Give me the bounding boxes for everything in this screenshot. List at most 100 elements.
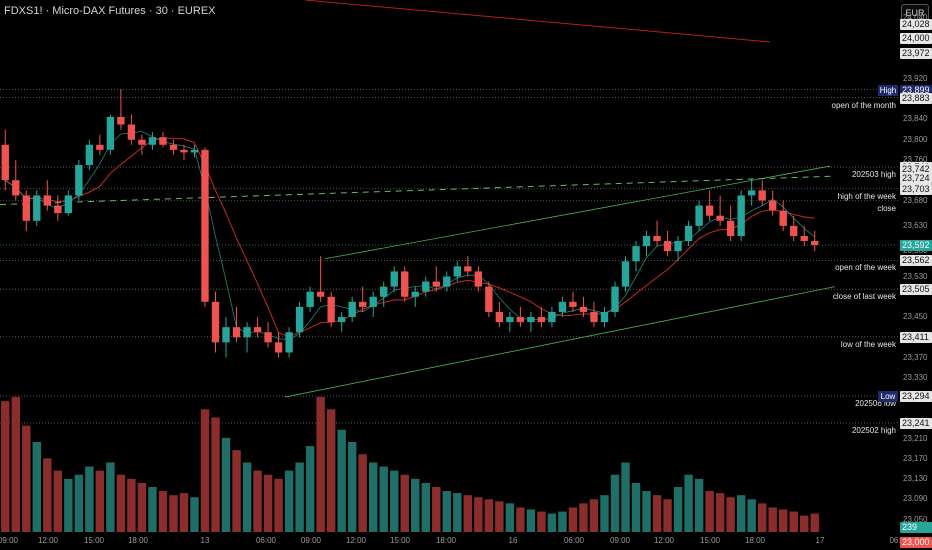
candle-body bbox=[148, 137, 157, 145]
time-tick: 12:00 bbox=[345, 536, 367, 545]
candle-body bbox=[306, 291, 314, 307]
level-label: close bbox=[877, 203, 896, 213]
candle bbox=[264, 322, 272, 348]
candle-body bbox=[169, 144, 178, 150]
volume-bar bbox=[610, 474, 620, 532]
time-tick: 09:00 bbox=[300, 536, 322, 545]
candle-body bbox=[769, 200, 777, 211]
volume-bar bbox=[411, 478, 420, 532]
candle bbox=[64, 190, 73, 216]
candle-body bbox=[537, 317, 546, 323]
volume-bar bbox=[190, 497, 199, 532]
channel-lower bbox=[284, 286, 836, 398]
price-tag: 23,241 bbox=[900, 417, 932, 429]
price-tag: 23,899 bbox=[900, 84, 932, 96]
candle-body bbox=[348, 301, 356, 318]
candle-body bbox=[474, 271, 483, 287]
time-tick: 18:00 bbox=[127, 536, 149, 545]
candle-body bbox=[747, 190, 756, 196]
moving-averages bbox=[5, 131, 815, 341]
candle bbox=[464, 256, 472, 277]
candle-body bbox=[716, 215, 724, 221]
candle bbox=[632, 241, 640, 272]
volume-bar bbox=[705, 491, 714, 532]
candle bbox=[474, 266, 483, 292]
volume-bar bbox=[390, 470, 399, 532]
volume-bar bbox=[211, 417, 220, 532]
candle bbox=[621, 256, 630, 292]
volume-bar bbox=[642, 491, 651, 532]
candle bbox=[306, 286, 314, 312]
volume-bar bbox=[442, 491, 451, 532]
volume-bar bbox=[789, 511, 798, 532]
price-tag: 23,505 bbox=[900, 284, 932, 296]
price-tick: 23,170 bbox=[903, 453, 928, 463]
time-tick: 06:00 bbox=[255, 536, 277, 545]
volume-bar bbox=[400, 474, 409, 532]
volume-bar bbox=[726, 497, 735, 532]
candle bbox=[747, 178, 756, 206]
volume-bar bbox=[768, 507, 777, 532]
time-tick: 13 bbox=[200, 536, 210, 545]
price-tick: 23,680 bbox=[903, 195, 928, 205]
candle-body bbox=[33, 195, 41, 221]
candle-body bbox=[453, 266, 461, 277]
volume-bar bbox=[369, 462, 378, 532]
candle-body bbox=[548, 311, 556, 323]
candle-body bbox=[64, 195, 73, 214]
volume-bar bbox=[516, 507, 525, 532]
candle-body bbox=[401, 271, 409, 297]
candle bbox=[726, 205, 735, 242]
level-label: low of the week bbox=[840, 339, 896, 349]
time-tick: 06:00 bbox=[563, 536, 585, 545]
candle bbox=[369, 291, 377, 318]
candle bbox=[138, 134, 146, 155]
candle bbox=[611, 281, 619, 318]
volume-bar bbox=[600, 495, 609, 532]
volume-bar bbox=[558, 511, 567, 532]
time-tick: 06: bbox=[889, 536, 901, 545]
time-tick: 12:00 bbox=[37, 536, 59, 545]
volume-bar bbox=[116, 474, 126, 532]
volume-bar bbox=[747, 499, 756, 532]
candle bbox=[769, 190, 777, 216]
volume-bar bbox=[358, 454, 367, 532]
time-tick: 16 bbox=[508, 536, 518, 545]
volume-bar bbox=[284, 470, 294, 532]
time-tick: 15:00 bbox=[389, 536, 411, 545]
volume-bar bbox=[74, 474, 84, 532]
candle bbox=[117, 89, 125, 130]
level-label: 202503 high bbox=[851, 170, 896, 180]
candle-body bbox=[285, 332, 293, 353]
volume-bar bbox=[32, 442, 41, 532]
candle bbox=[96, 134, 104, 155]
candle bbox=[495, 301, 504, 328]
candle-body bbox=[632, 246, 640, 262]
candle-body bbox=[621, 261, 630, 287]
volume-bar bbox=[295, 462, 304, 532]
candle bbox=[33, 190, 41, 226]
level-label: open of the week bbox=[835, 263, 896, 273]
volume-bar bbox=[22, 425, 31, 532]
candle bbox=[169, 139, 178, 155]
volume-bar bbox=[179, 493, 189, 532]
candle-body bbox=[653, 235, 661, 242]
candle-body bbox=[811, 241, 819, 246]
candle bbox=[705, 190, 714, 221]
volume-bar bbox=[537, 511, 546, 532]
candle bbox=[684, 220, 693, 247]
price-tag: 23,294 bbox=[900, 391, 932, 403]
candle-body bbox=[253, 327, 262, 333]
candle-body bbox=[22, 195, 30, 221]
level-label: 202502 high bbox=[851, 425, 896, 435]
candle-body bbox=[190, 149, 199, 153]
candle-body bbox=[316, 291, 325, 297]
price-tag: 23,883 bbox=[900, 92, 932, 104]
candle-body bbox=[642, 235, 651, 247]
price-tick: 23,210 bbox=[903, 433, 928, 443]
candle bbox=[558, 296, 567, 318]
candle-body bbox=[422, 281, 430, 292]
price-tag: 23,703 bbox=[900, 183, 932, 195]
volume-bar bbox=[232, 450, 241, 532]
